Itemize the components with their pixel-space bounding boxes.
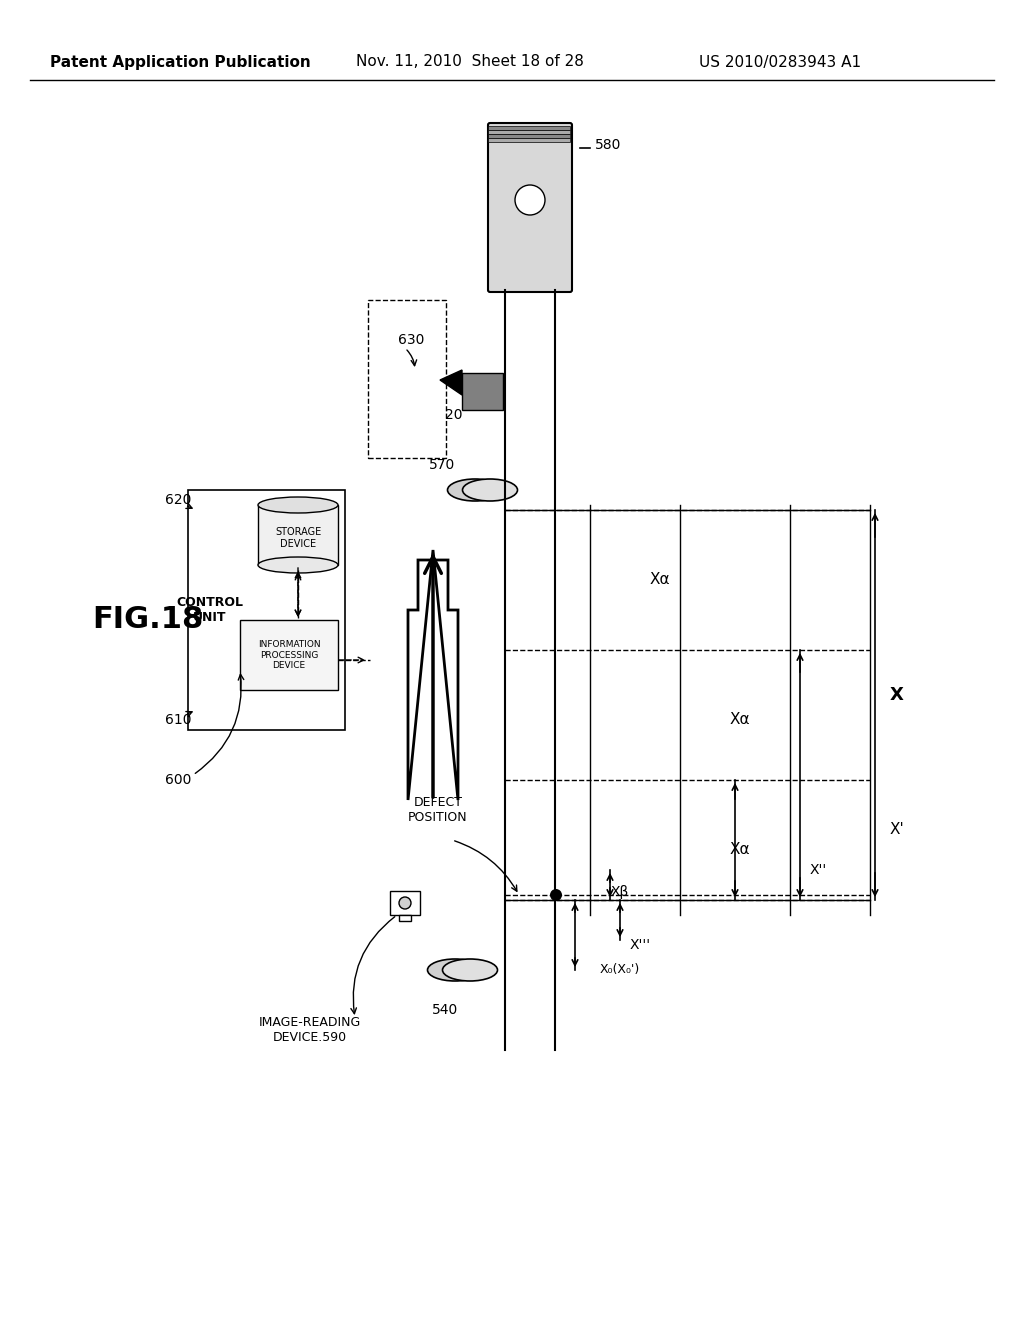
Ellipse shape xyxy=(427,960,482,981)
Text: 610: 610 xyxy=(165,713,191,727)
Text: Xα: Xα xyxy=(649,573,671,587)
Bar xyxy=(488,125,570,129)
Text: 570: 570 xyxy=(429,458,455,473)
Ellipse shape xyxy=(447,479,503,502)
Text: X'': X'' xyxy=(810,863,827,876)
Text: Nov. 11, 2010  Sheet 18 of 28: Nov. 11, 2010 Sheet 18 of 28 xyxy=(356,54,584,70)
Text: CONTROL
UNIT: CONTROL UNIT xyxy=(176,597,244,624)
Text: FIG.18: FIG.18 xyxy=(92,606,204,635)
Bar xyxy=(368,300,446,458)
Text: 580: 580 xyxy=(595,139,622,152)
Ellipse shape xyxy=(463,479,517,502)
Polygon shape xyxy=(408,550,458,800)
Bar xyxy=(240,620,338,690)
Text: 620: 620 xyxy=(165,492,191,507)
Text: 540: 540 xyxy=(432,1003,458,1016)
Ellipse shape xyxy=(258,498,338,513)
Text: X': X' xyxy=(890,822,905,837)
Ellipse shape xyxy=(442,960,498,981)
Text: X: X xyxy=(890,686,904,704)
Bar xyxy=(390,891,420,915)
Bar xyxy=(399,915,411,921)
Text: X₀(X₀'): X₀(X₀') xyxy=(600,964,640,977)
Text: US 2010/0283943 A1: US 2010/0283943 A1 xyxy=(699,54,861,70)
Text: 630: 630 xyxy=(398,333,424,347)
Circle shape xyxy=(550,888,562,902)
Bar xyxy=(488,139,570,143)
Text: X''': X''' xyxy=(630,939,650,952)
Text: Xβ: Xβ xyxy=(611,884,629,899)
Bar xyxy=(258,506,338,565)
Text: DEFECT
POSITION: DEFECT POSITION xyxy=(409,796,468,824)
Text: Xα: Xα xyxy=(730,842,751,858)
Ellipse shape xyxy=(258,557,338,573)
Bar xyxy=(488,129,570,135)
Text: 600: 600 xyxy=(165,774,191,787)
FancyBboxPatch shape xyxy=(488,123,572,292)
Text: Patent Application Publication: Patent Application Publication xyxy=(49,54,310,70)
Polygon shape xyxy=(440,370,462,395)
Text: IMAGE-READING
DEVICE.590: IMAGE-READING DEVICE.590 xyxy=(259,1016,361,1044)
Bar xyxy=(462,374,503,411)
Text: STORAGE
DEVICE: STORAGE DEVICE xyxy=(274,527,322,549)
Bar xyxy=(188,490,345,730)
Text: 20: 20 xyxy=(445,408,463,422)
Text: Xα: Xα xyxy=(730,713,751,727)
Circle shape xyxy=(399,898,411,909)
Text: INFORMATION
PROCESSING
DEVICE: INFORMATION PROCESSING DEVICE xyxy=(258,640,321,671)
Bar xyxy=(488,135,570,139)
Circle shape xyxy=(515,185,545,215)
